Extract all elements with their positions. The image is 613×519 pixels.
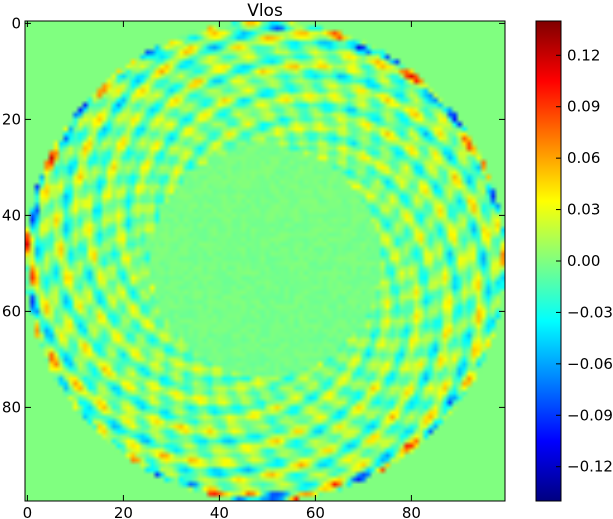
colorbar-tick-label: 0.00	[567, 252, 600, 270]
x-tick-label: 0	[23, 504, 33, 519]
colorbar-tick-label: 0.06	[567, 149, 600, 167]
colorbar-tick-label: −0.06	[567, 355, 613, 373]
y-tick-label: 80	[2, 398, 21, 416]
heatmap-image	[25, 21, 505, 501]
colorbar-tick-label: −0.03	[567, 303, 613, 321]
x-tick-label: 80	[402, 504, 421, 519]
colorbar-tick-label: −0.09	[567, 406, 613, 424]
x-axis: 0 20 40 60 80	[23, 21, 421, 519]
heatmap-image-wrapper	[25, 21, 505, 501]
y-tick-label: 20	[2, 110, 21, 128]
y-tick-label: 0	[11, 14, 21, 32]
y-tick-label: 40	[2, 206, 21, 224]
colorbar: 0.12 0.09 0.06 0.03 0.00 −0.03 −0.06 −0.09 −0.12	[535, 20, 613, 502]
colorbar-tick-label: 0.03	[567, 201, 600, 219]
plot-frame	[24, 20, 506, 502]
y-axis: 0 20 40 60 80	[2, 14, 505, 416]
x-tick-label: 20	[114, 504, 133, 519]
colorbar-ticks: 0.12 0.09 0.06 0.03 0.00 −0.03 −0.06 −0.09 −0.12	[556, 46, 613, 476]
colorbar-tick-label: −0.12	[567, 458, 613, 476]
colorbar-tick-label: 0.09	[567, 98, 600, 116]
colorbar-tick-label: 0.12	[567, 46, 600, 64]
x-tick-label: 40	[210, 504, 229, 519]
plot-area	[24, 20, 506, 502]
x-tick-label: 60	[306, 504, 325, 519]
y-tick-label: 60	[2, 302, 21, 320]
chart-title: Vlos	[247, 1, 283, 21]
